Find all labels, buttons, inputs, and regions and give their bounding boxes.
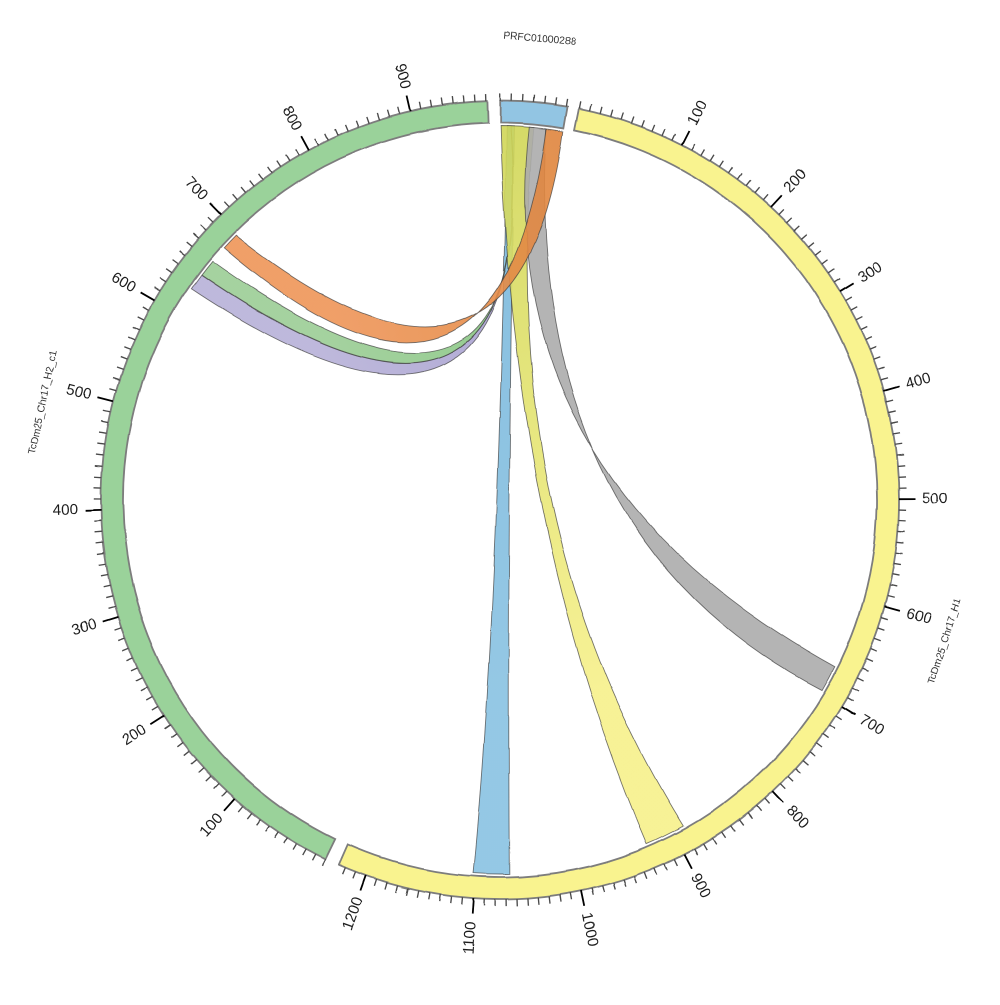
svg-text:500: 500 <box>922 490 947 507</box>
svg-text:400: 400 <box>53 501 79 519</box>
svg-text:1100: 1100 <box>461 921 480 955</box>
